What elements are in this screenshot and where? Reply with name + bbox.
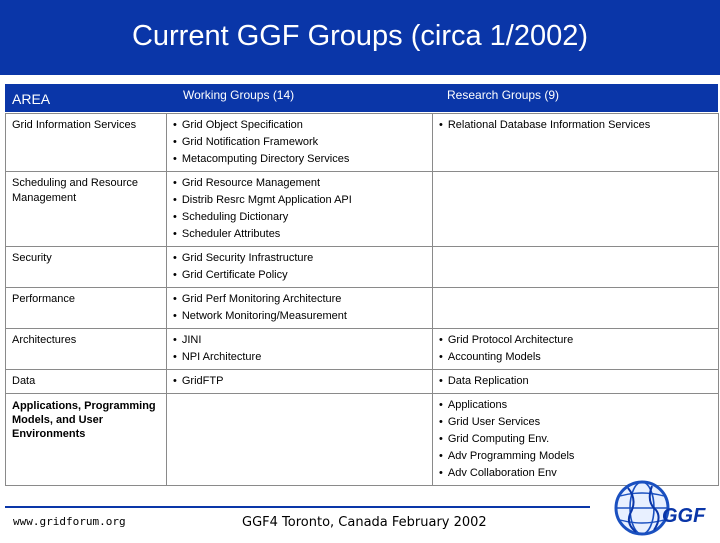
- working-groups-cell: Grid Security Infrastructure Grid Certif…: [166, 246, 433, 288]
- area-label: Applications, Programming Models, and Us…: [12, 400, 156, 440]
- footer-event: GGF4 Toronto, Canada February 2002: [242, 515, 487, 530]
- table-row: Performance Grid Perf Monitoring Archite…: [5, 287, 719, 329]
- area-cell: Scheduling and Resource Management: [5, 171, 167, 247]
- working-groups-cell: JINI NPI Architecture: [166, 328, 433, 370]
- area-cell: Grid Information Services: [5, 113, 167, 172]
- groups-table: Grid Information Services Grid Object Sp…: [5, 113, 719, 486]
- area-cell: Data: [5, 369, 167, 394]
- working-group-item: Grid Perf Monitoring Architecture: [173, 291, 426, 308]
- area-label: Architectures: [12, 334, 77, 346]
- area-label: Scheduling and Resource Management: [12, 177, 138, 204]
- working-group-item: Grid Security Infrastructure: [173, 250, 426, 267]
- research-groups-cell: Applications Grid User Services Grid Com…: [432, 393, 719, 486]
- table-row: Data GridFTP Data Replication: [5, 369, 719, 394]
- area-label: Performance: [12, 293, 75, 305]
- header-area: AREA: [12, 91, 51, 107]
- research-group-item: Relational Database Information Services: [439, 117, 712, 134]
- slide-title: Current GGF Groups (circa 1/2002): [131, 20, 589, 52]
- table-row: Grid Information Services Grid Object Sp…: [5, 113, 719, 172]
- working-groups-cell: Grid Resource Management Distrib Resrc M…: [166, 171, 433, 247]
- working-group-item: Network Monitoring/Measurement: [173, 308, 426, 325]
- working-group-item: Grid Certificate Policy: [173, 267, 426, 284]
- area-cell: Architectures: [5, 328, 167, 370]
- research-groups-cell: Relational Database Information Services: [432, 113, 719, 172]
- research-group-item: Grid User Services: [439, 414, 712, 431]
- research-group-item: Adv Collaboration Env: [439, 465, 712, 482]
- working-group-item: JINI: [173, 332, 426, 349]
- research-group-item: Grid Computing Env.: [439, 431, 712, 448]
- working-group-item: Scheduling Dictionary: [173, 209, 426, 226]
- research-group-item: Accounting Models: [439, 349, 712, 366]
- working-group-item: Metacomputing Directory Services: [173, 151, 426, 168]
- globe-icon: GGF: [614, 480, 706, 536]
- research-groups-cell: [432, 171, 719, 247]
- area-label: Grid Information Services: [12, 119, 137, 131]
- research-group-item: Adv Programming Models: [439, 448, 712, 465]
- area-cell: Performance: [5, 287, 167, 329]
- working-group-item: Grid Notification Framework: [173, 134, 426, 151]
- working-group-item: Scheduler Attributes: [173, 226, 426, 243]
- working-groups-cell: Grid Object Specification Grid Notificat…: [166, 113, 433, 172]
- research-groups-cell: [432, 287, 719, 329]
- working-groups-cell: GridFTP: [166, 369, 433, 394]
- area-cell: Security: [5, 246, 167, 288]
- area-label: Security: [12, 252, 52, 264]
- research-group-item: Applications: [439, 397, 712, 414]
- working-group-item: NPI Architecture: [173, 349, 426, 366]
- title-bar: Current GGF Groups (circa 1/2002): [0, 0, 720, 75]
- working-group-item: Grid Object Specification: [173, 117, 426, 134]
- working-groups-cell: Grid Perf Monitoring Architecture Networ…: [166, 287, 433, 329]
- working-group-item: GridFTP: [173, 373, 426, 390]
- table-row: Scheduling and Resource Management Grid …: [5, 171, 719, 247]
- footer-divider: [5, 506, 590, 508]
- header-research-groups: Research Groups (9): [447, 88, 560, 102]
- table-header-row: AREA Working Groups (14) Research Groups…: [5, 84, 718, 112]
- research-group-item: Grid Protocol Architecture: [439, 332, 712, 349]
- research-groups-cell: Grid Protocol Architecture Accounting Mo…: [432, 328, 719, 370]
- table-row: Security Grid Security Infrastructure Gr…: [5, 246, 719, 288]
- area-cell: Applications, Programming Models, and Us…: [5, 393, 167, 486]
- working-group-item: Distrib Resrc Mgmt Application API: [173, 192, 426, 209]
- working-group-item: Grid Resource Management: [173, 175, 426, 192]
- research-group-item: Data Replication: [439, 373, 712, 390]
- area-label: Data: [12, 375, 36, 387]
- table-row: Architectures JINI NPI Architecture Grid…: [5, 328, 719, 370]
- ggf-logo: GGF: [608, 474, 708, 538]
- logo-text: GGF: [662, 505, 706, 527]
- research-groups-cell: [432, 246, 719, 288]
- working-groups-cell: [166, 393, 433, 486]
- footer-url[interactable]: www.gridforum.org: [13, 515, 126, 528]
- header-working-groups: Working Groups (14): [183, 88, 295, 102]
- research-groups-cell: Data Replication: [432, 369, 719, 394]
- table-row: Applications, Programming Models, and Us…: [5, 393, 719, 486]
